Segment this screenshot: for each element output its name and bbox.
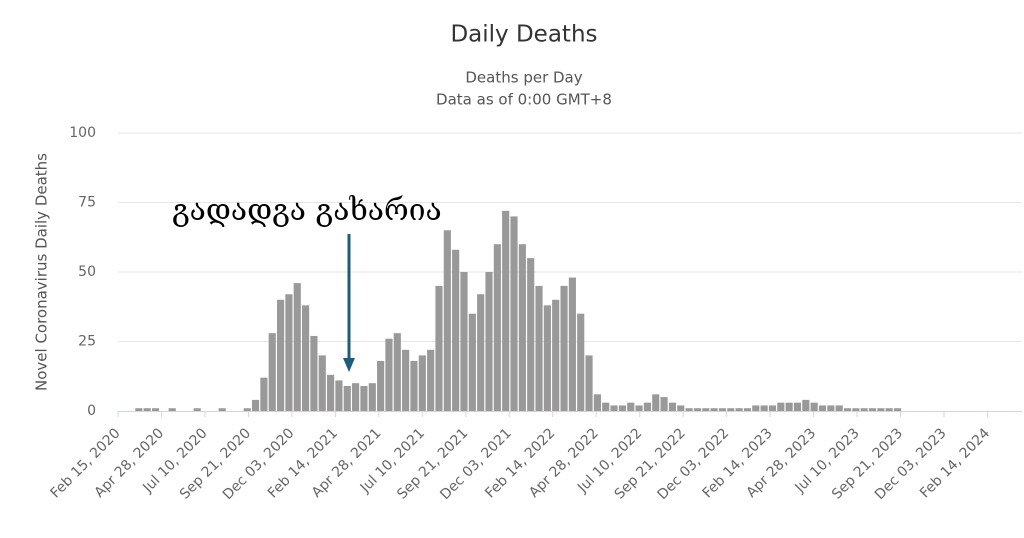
bar bbox=[577, 313, 585, 411]
bar bbox=[852, 408, 860, 411]
bar bbox=[585, 355, 593, 411]
bar bbox=[402, 349, 410, 411]
bar bbox=[143, 408, 151, 411]
bar bbox=[793, 402, 802, 411]
bar bbox=[743, 408, 752, 411]
bar bbox=[410, 360, 418, 411]
bar bbox=[785, 402, 793, 411]
bar bbox=[810, 402, 818, 411]
bar bbox=[593, 394, 601, 411]
bar bbox=[718, 408, 727, 411]
bar bbox=[893, 408, 902, 411]
bar bbox=[543, 305, 551, 411]
bar bbox=[635, 405, 643, 411]
bar bbox=[485, 272, 493, 411]
bar bbox=[710, 408, 718, 411]
bar bbox=[702, 408, 710, 411]
bar bbox=[493, 244, 501, 411]
bar bbox=[260, 377, 268, 411]
bar bbox=[568, 277, 576, 411]
bar bbox=[768, 405, 777, 411]
bar bbox=[477, 294, 485, 411]
annotation: გადადგა გახარია bbox=[172, 193, 442, 228]
bar bbox=[360, 385, 368, 411]
y-tick-label: 75 bbox=[78, 195, 96, 211]
bar bbox=[385, 338, 393, 411]
bar bbox=[602, 402, 610, 411]
bar bbox=[285, 294, 293, 411]
bar bbox=[460, 272, 468, 411]
bar bbox=[193, 408, 201, 411]
bar bbox=[427, 349, 435, 411]
bar bbox=[760, 405, 768, 411]
bar bbox=[327, 374, 335, 411]
bar bbox=[843, 408, 852, 411]
y-tick-label: 100 bbox=[69, 125, 96, 141]
bar bbox=[502, 210, 510, 411]
bar bbox=[452, 249, 460, 411]
bar bbox=[435, 285, 443, 411]
bar bbox=[343, 385, 351, 411]
bar bbox=[802, 399, 810, 411]
bar bbox=[752, 405, 760, 411]
bar bbox=[251, 399, 260, 411]
bar bbox=[527, 258, 535, 411]
bar bbox=[310, 335, 318, 411]
bar bbox=[777, 402, 785, 411]
bar bbox=[168, 408, 176, 411]
y-tick-label: 0 bbox=[87, 403, 96, 419]
bar bbox=[243, 408, 251, 411]
bar bbox=[877, 408, 885, 411]
bar bbox=[418, 355, 426, 411]
bar bbox=[151, 408, 160, 411]
bar bbox=[885, 408, 893, 411]
bar bbox=[727, 408, 735, 411]
bar bbox=[518, 244, 526, 411]
bar bbox=[835, 405, 843, 411]
bar bbox=[610, 405, 618, 411]
bar bbox=[352, 383, 360, 411]
bar bbox=[677, 405, 685, 411]
bar bbox=[827, 405, 835, 411]
chart-title: Daily Deaths bbox=[450, 22, 597, 48]
bar bbox=[660, 397, 668, 411]
bar bbox=[318, 355, 326, 411]
bar bbox=[818, 405, 827, 411]
y-tick-label: 50 bbox=[78, 264, 96, 280]
bar bbox=[443, 230, 451, 411]
bar bbox=[368, 383, 376, 411]
bar bbox=[693, 408, 702, 411]
bar bbox=[643, 402, 651, 411]
bar bbox=[277, 299, 285, 411]
bar bbox=[860, 408, 868, 411]
bar bbox=[268, 333, 276, 411]
annotation-arrowhead bbox=[343, 358, 355, 372]
bar bbox=[335, 380, 343, 411]
bar bbox=[735, 408, 743, 411]
bar bbox=[393, 333, 401, 411]
bar bbox=[218, 408, 226, 411]
bar bbox=[552, 299, 560, 411]
bar bbox=[668, 402, 677, 411]
bar bbox=[510, 216, 518, 411]
y-tick-label: 25 bbox=[78, 334, 96, 350]
bar bbox=[535, 285, 543, 411]
bar bbox=[302, 305, 310, 411]
bar bbox=[618, 405, 626, 411]
bar bbox=[377, 360, 385, 411]
bar bbox=[468, 313, 476, 411]
bar bbox=[135, 408, 143, 411]
bar bbox=[685, 408, 693, 411]
bar bbox=[293, 283, 301, 411]
bar bbox=[652, 394, 660, 411]
bar bbox=[560, 285, 568, 411]
chart-subtitle: Deaths per Day bbox=[465, 69, 582, 87]
bar bbox=[627, 402, 635, 411]
y-axis-label: Novel Coronavirus Daily Deaths bbox=[33, 153, 51, 391]
chart-subtitle: Data as of 0:00 GMT+8 bbox=[436, 91, 612, 109]
bar bbox=[868, 408, 877, 411]
